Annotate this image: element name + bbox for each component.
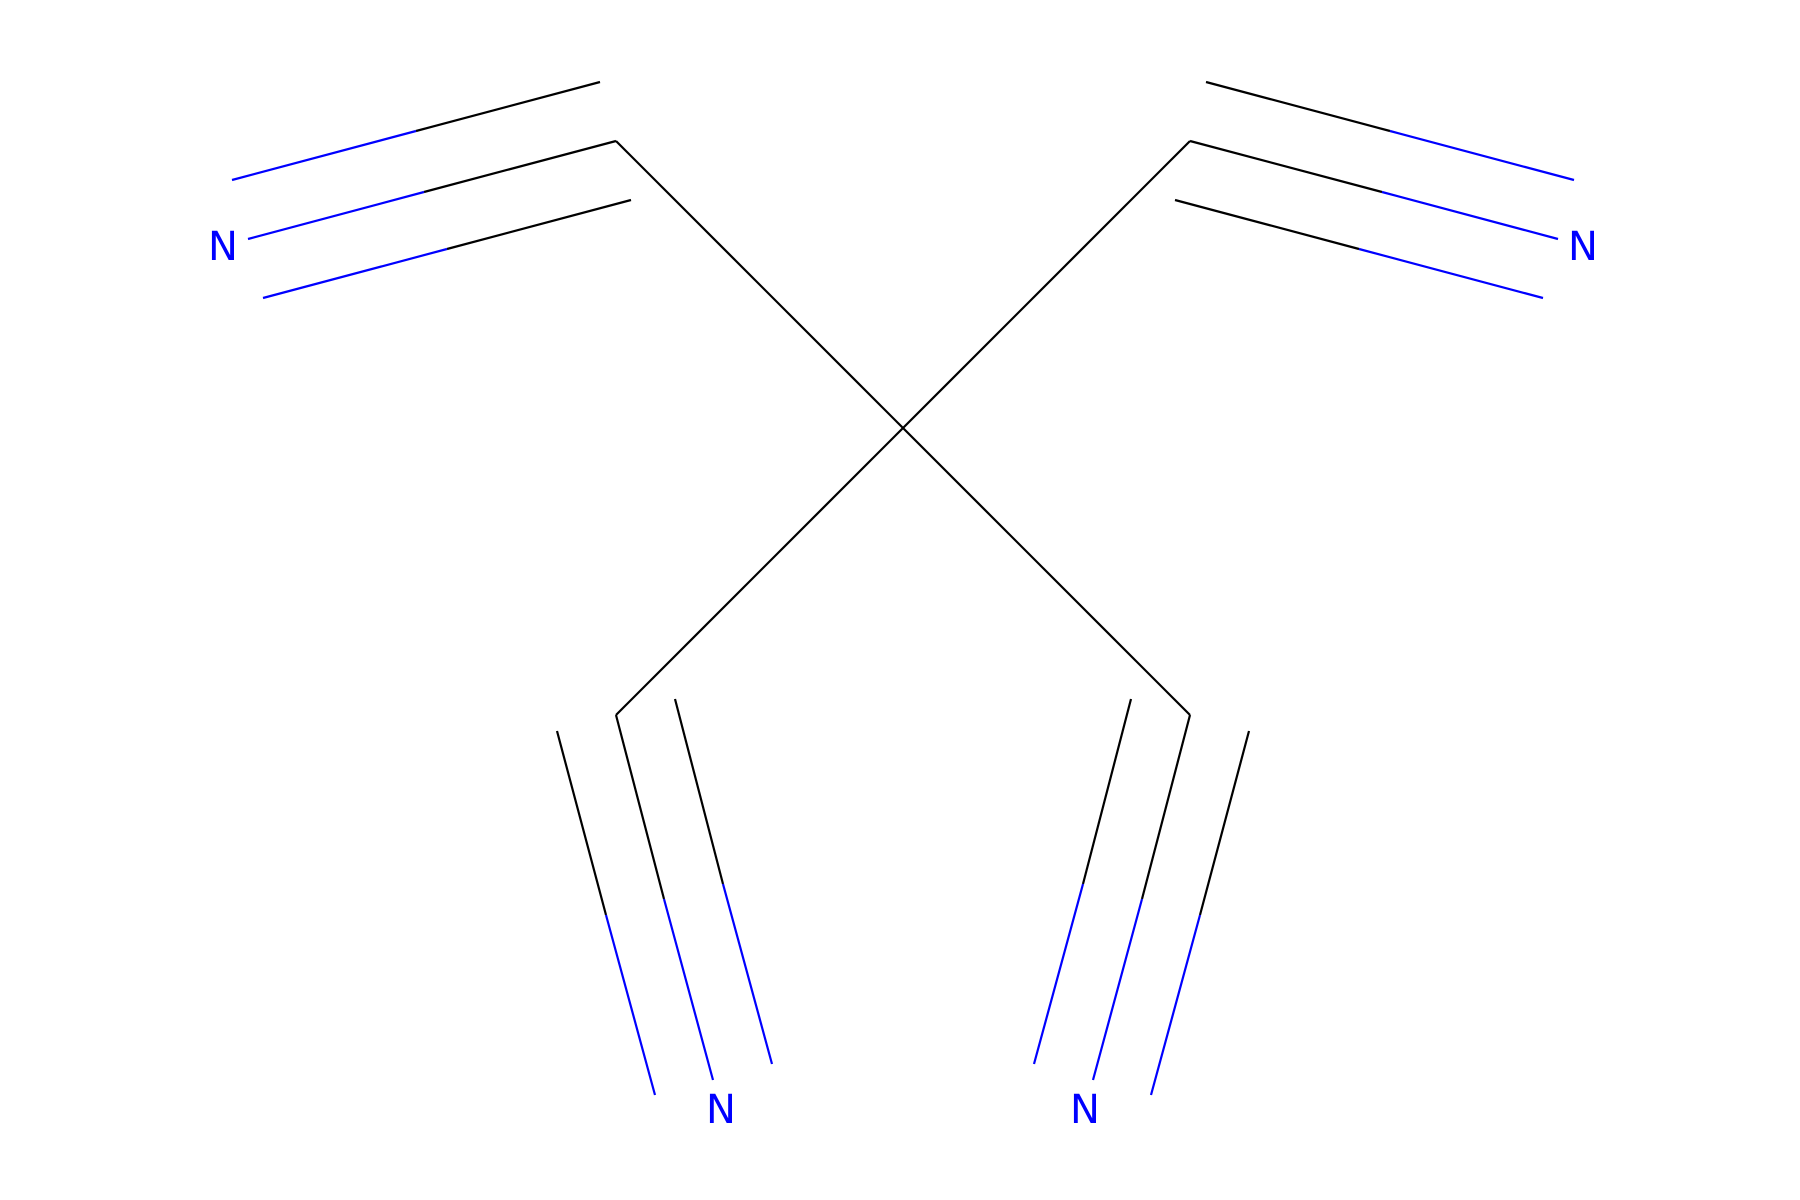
triple-bond-line-outer bbox=[231, 129, 417, 182]
triple-bond-line-center bbox=[1091, 898, 1144, 1081]
triple-bond-line-center bbox=[1189, 139, 1383, 194]
triple-bond-line-inner bbox=[1032, 883, 1085, 1065]
triple-bond-line-center bbox=[662, 898, 715, 1081]
nitrile-lower-left bbox=[555, 698, 774, 1096]
atom-label-nitrogen-lower-left: N bbox=[706, 1087, 736, 1133]
triple-bond-line-outer bbox=[1205, 80, 1391, 133]
triple-bond-line-outer bbox=[555, 730, 608, 916]
atom-labels: N N N N bbox=[208, 224, 1598, 1133]
nitrile-lower-right bbox=[1032, 698, 1251, 1096]
triple-bond-line-inner bbox=[721, 883, 774, 1065]
triple-bond-line-outer bbox=[1198, 730, 1251, 916]
bond-center-upper-right bbox=[902, 140, 1191, 429]
triple-bond-line-outer bbox=[1149, 914, 1202, 1096]
triple-bond-line-inner bbox=[1174, 198, 1360, 251]
atom-label-nitrogen-upper-left: N bbox=[208, 224, 238, 270]
triple-bond-line-center bbox=[247, 190, 425, 241]
triple-bond-line-inner bbox=[673, 698, 725, 885]
nitrile-upper-right bbox=[1174, 80, 1575, 300]
triple-bond-line-inner bbox=[262, 247, 448, 300]
triple-bond-line-outer bbox=[1389, 129, 1575, 182]
triple-bond-line-inner bbox=[1358, 247, 1544, 300]
triple-bond-line-center bbox=[614, 714, 666, 900]
bond-center-upper-left bbox=[615, 140, 904, 429]
central-carbon-bonds bbox=[615, 140, 1191, 716]
triple-bond-line-center bbox=[423, 139, 617, 194]
triple-bond-line-outer bbox=[604, 914, 657, 1096]
nitrile-upper-left bbox=[231, 80, 632, 300]
atom-label-nitrogen-upper-right: N bbox=[1568, 224, 1598, 270]
triple-bond-line-outer bbox=[415, 80, 601, 133]
atom-label-nitrogen-lower-right: N bbox=[1070, 1087, 1100, 1133]
triple-bond-line-center bbox=[1381, 190, 1559, 241]
triple-bond-line-center bbox=[1140, 714, 1192, 900]
triple-bond-line-inner bbox=[1081, 698, 1133, 885]
bond-center-lower-right bbox=[902, 427, 1191, 716]
triple-bond-line-inner bbox=[446, 198, 632, 251]
bond-center-lower-left bbox=[615, 427, 904, 716]
